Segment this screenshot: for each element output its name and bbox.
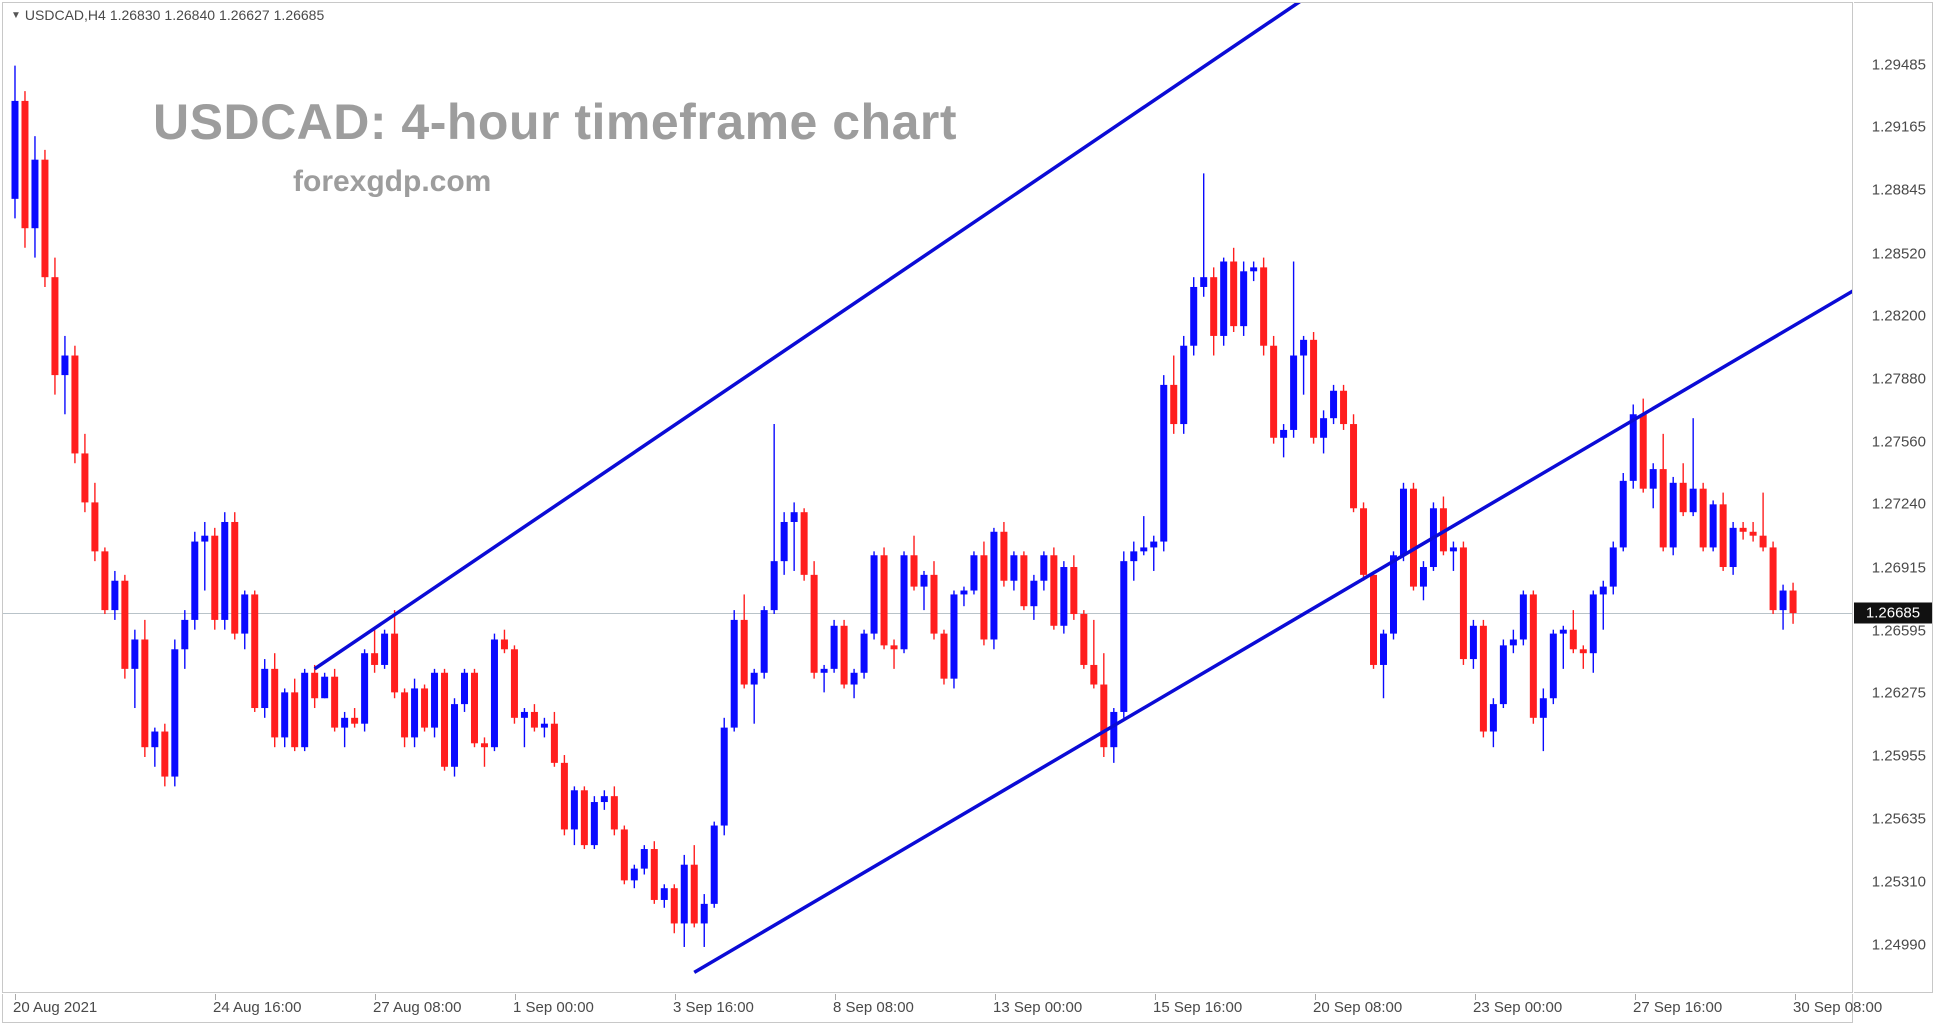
candlestick-svg bbox=[3, 3, 1852, 992]
x-tick-label: 1 Sep 00:00 bbox=[513, 999, 594, 1016]
y-tick-label: 1.26595 bbox=[1872, 622, 1926, 639]
y-tick-label: 1.24990 bbox=[1872, 936, 1926, 953]
x-tick-label: 15 Sep 16:00 bbox=[1153, 999, 1242, 1016]
x-tick-label: 27 Aug 08:00 bbox=[373, 999, 461, 1016]
current-price-marker: 1.26685 bbox=[1854, 603, 1932, 624]
y-tick-label: 1.29165 bbox=[1872, 119, 1926, 136]
y-tick-label: 1.28200 bbox=[1872, 308, 1926, 325]
x-tick-label: 3 Sep 16:00 bbox=[673, 999, 754, 1016]
x-tick-label: 24 Aug 16:00 bbox=[213, 999, 301, 1016]
y-tick-label: 1.26915 bbox=[1872, 560, 1926, 577]
current-price-value: 1.26685 bbox=[1866, 605, 1920, 622]
chart-title: USDCAD: 4-hour timeframe chart bbox=[153, 93, 957, 151]
symbol-label: USDCAD,H4 bbox=[25, 7, 106, 23]
y-tick-label: 1.27560 bbox=[1872, 433, 1926, 450]
y-tick-label: 1.25310 bbox=[1872, 874, 1926, 891]
x-tick-label: 20 Aug 2021 bbox=[13, 999, 97, 1016]
y-tick-label: 1.28845 bbox=[1872, 182, 1926, 199]
y-tick-label: 1.27880 bbox=[1872, 371, 1926, 388]
plot-area[interactable]: USDCAD: 4-hour timeframe chart forexgdp.… bbox=[2, 2, 1853, 993]
y-tick-label: 1.29485 bbox=[1872, 56, 1926, 73]
x-tick-label: 23 Sep 00:00 bbox=[1473, 999, 1562, 1016]
ohlc-l: 1.26627 bbox=[219, 7, 270, 23]
y-tick-label: 1.25955 bbox=[1872, 748, 1926, 765]
y-axis: 1.26685 1.29485 1.29165 1.28845 1.28520 1.28… bbox=[1854, 2, 1933, 993]
ohlc-o: 1.26830 bbox=[110, 7, 161, 23]
y-tick-label: 1.25635 bbox=[1872, 810, 1926, 827]
x-tick-label: 27 Sep 16:00 bbox=[1633, 999, 1722, 1016]
y-tick-label: 1.26275 bbox=[1872, 685, 1926, 702]
ohlc-c: 1.26685 bbox=[274, 7, 325, 23]
chart-container: USDCAD: 4-hour timeframe chart forexgdp.… bbox=[0, 0, 1933, 1023]
y-tick-label: 1.27240 bbox=[1872, 496, 1926, 513]
ohlc-h: 1.26840 bbox=[164, 7, 215, 23]
x-tick-label: 30 Sep 08:00 bbox=[1793, 999, 1882, 1016]
x-axis: 20 Aug 2021 24 Aug 16:00 27 Aug 08:00 1 Sep… bbox=[2, 994, 1853, 1023]
chart-subtitle: forexgdp.com bbox=[293, 165, 491, 199]
ohlc-header: ▼ USDCAD,H4 1.26830 1.26840 1.26627 1.26… bbox=[11, 7, 324, 23]
x-tick-label: 13 Sep 00:00 bbox=[993, 999, 1082, 1016]
x-tick-label: 8 Sep 08:00 bbox=[833, 999, 914, 1016]
y-tick-label: 1.28520 bbox=[1872, 245, 1926, 262]
dropdown-icon[interactable]: ▼ bbox=[11, 10, 21, 21]
x-tick-label: 20 Sep 08:00 bbox=[1313, 999, 1402, 1016]
